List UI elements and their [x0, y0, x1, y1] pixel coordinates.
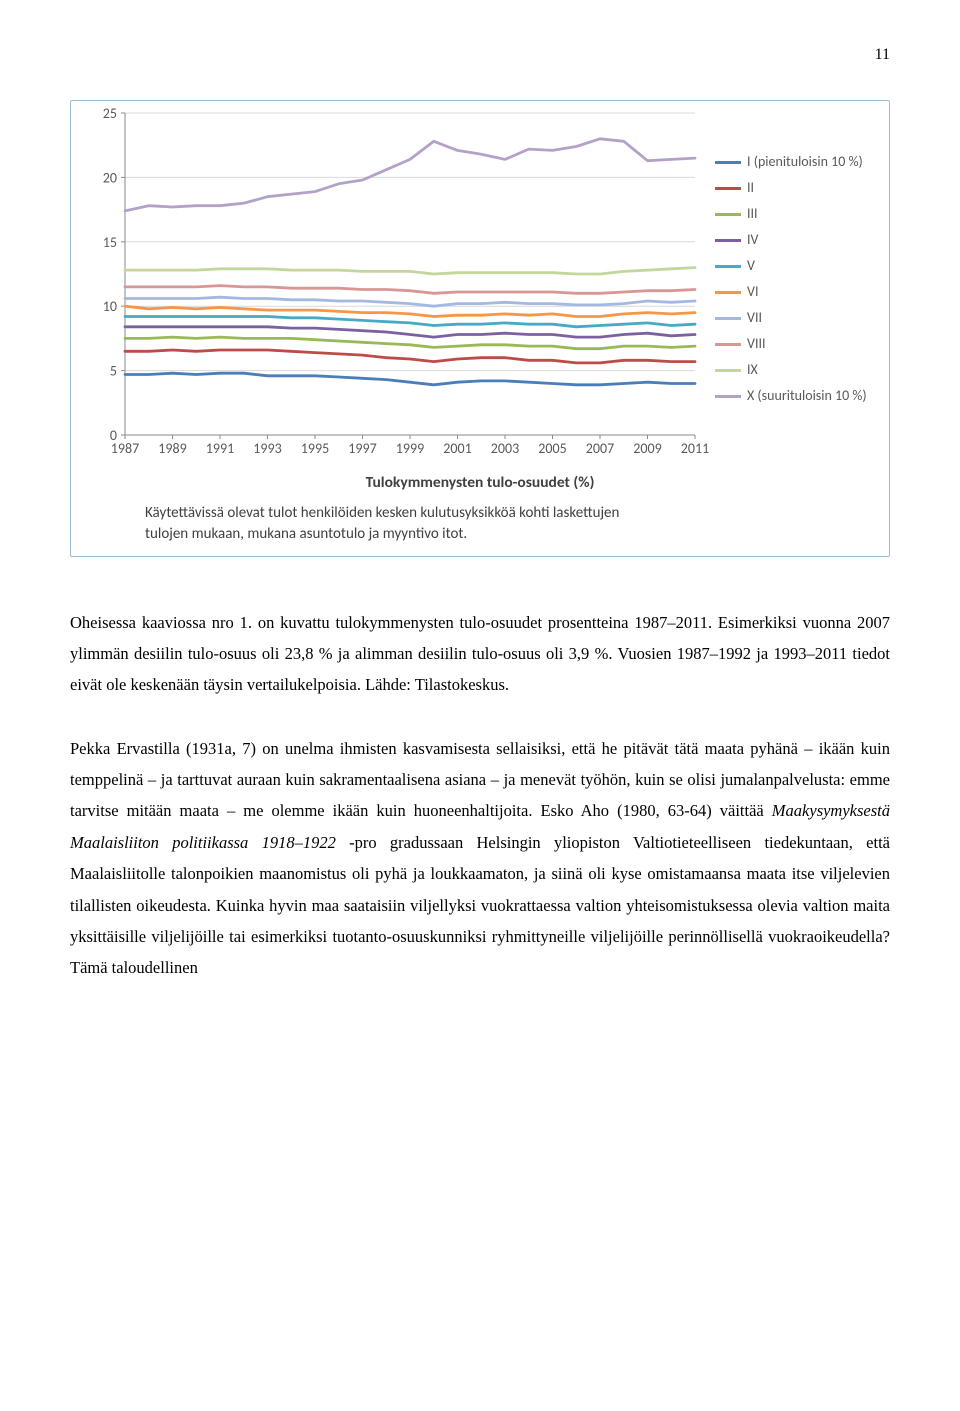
- svg-text:2007: 2007: [586, 440, 614, 457]
- svg-text:IV: IV: [747, 231, 759, 248]
- body-paragraph-1: Oheisessa kaaviossa nro 1. on kuvattu tu…: [70, 607, 890, 701]
- svg-text:2001: 2001: [443, 440, 471, 457]
- body-paragraph-2: Pekka Ervastilla (1931a, 7) on unelma ih…: [70, 733, 890, 984]
- p2-text-b: -pro gradussaan Helsingin yliopiston Val…: [70, 833, 890, 977]
- svg-text:20: 20: [103, 169, 117, 186]
- svg-text:10: 10: [103, 298, 117, 315]
- svg-text:VI: VI: [747, 283, 758, 300]
- svg-text:1993: 1993: [253, 440, 281, 457]
- svg-text:1995: 1995: [301, 440, 329, 457]
- svg-text:III: III: [747, 205, 758, 222]
- svg-text:VIII: VIII: [747, 335, 766, 352]
- page-number: 11: [70, 40, 890, 70]
- svg-text:V: V: [747, 257, 755, 274]
- svg-text:1989: 1989: [158, 440, 186, 457]
- svg-text:1997: 1997: [348, 440, 376, 457]
- svg-text:IX: IX: [747, 361, 759, 378]
- svg-text:1991: 1991: [206, 440, 234, 457]
- svg-text:VII: VII: [747, 309, 762, 326]
- svg-text:1987: 1987: [111, 440, 139, 457]
- chart-container: 0510152025198719891991199319951997199920…: [70, 100, 890, 557]
- p2-text-a: Pekka Ervastilla (1931a, 7) on unelma ih…: [70, 739, 890, 821]
- x-axis-title: Tulokymmenysten tulo-osuudet (%): [75, 469, 885, 498]
- svg-text:2003: 2003: [491, 440, 519, 457]
- svg-text:15: 15: [103, 233, 117, 250]
- line-chart: 0510152025198719891991199319951997199920…: [75, 105, 895, 465]
- svg-text:X (suurituloisin 10 %): X (suurituloisin 10 %): [747, 387, 867, 404]
- svg-text:I (pienituloisin 10 %): I (pienituloisin 10 %): [747, 153, 863, 170]
- svg-text:5: 5: [110, 362, 117, 379]
- svg-text:1999: 1999: [396, 440, 424, 457]
- svg-text:II: II: [747, 179, 754, 196]
- svg-text:2009: 2009: [633, 440, 661, 457]
- svg-text:2005: 2005: [538, 440, 566, 457]
- svg-text:25: 25: [103, 105, 117, 122]
- svg-text:2011: 2011: [681, 440, 709, 457]
- chart-caption: Käytettävissä olevat tulot henkilöiden k…: [75, 497, 635, 554]
